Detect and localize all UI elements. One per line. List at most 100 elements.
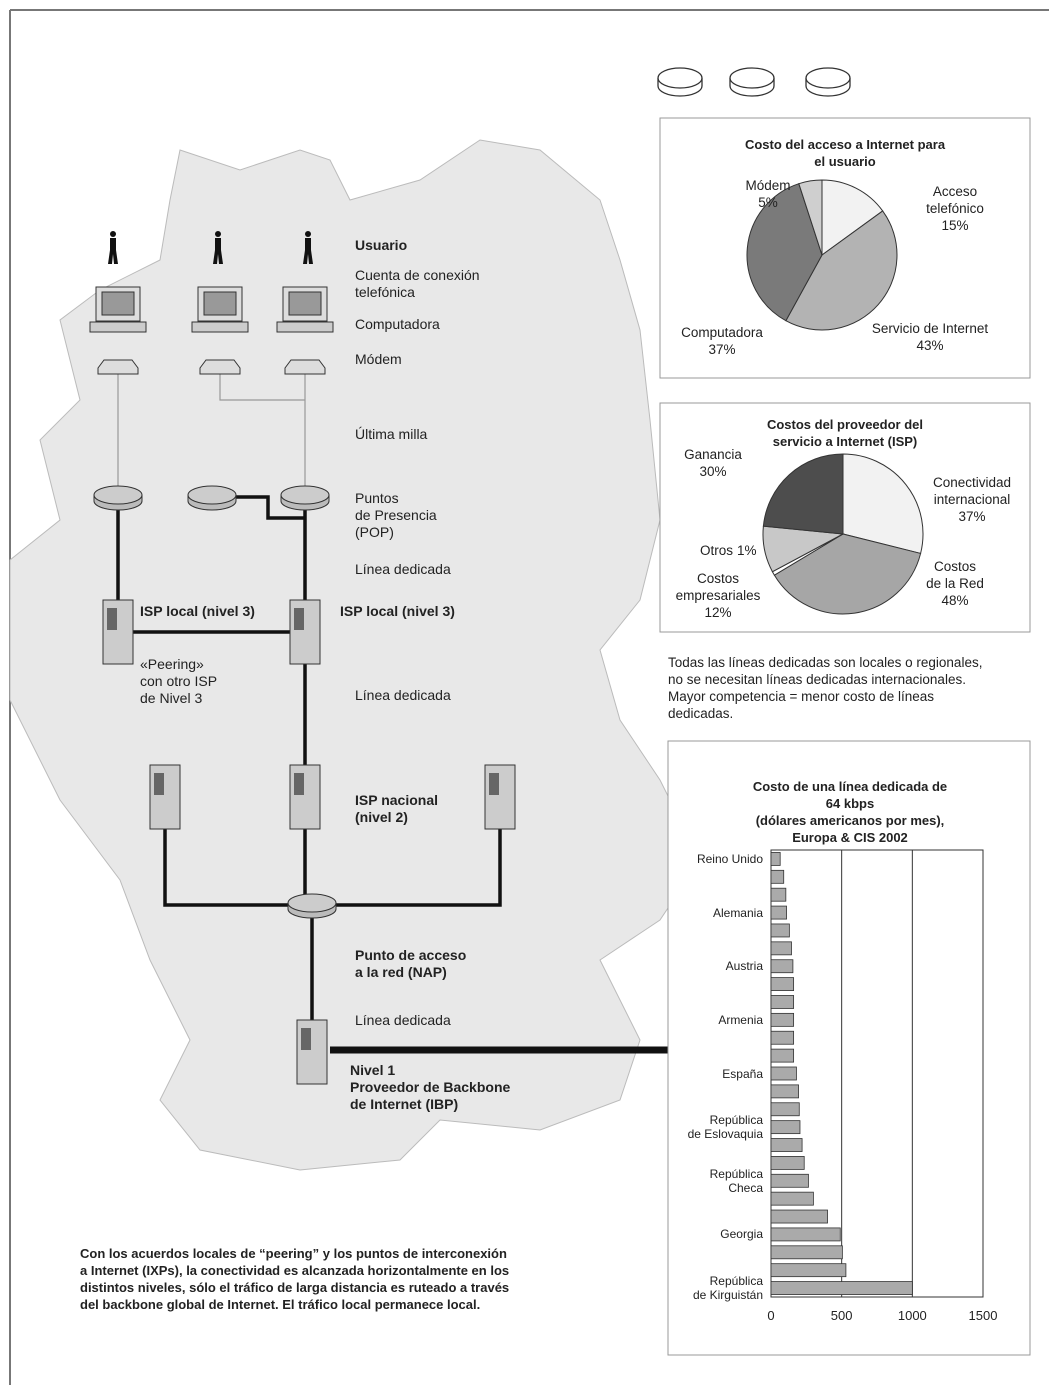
- last-mile: [117, 372, 306, 490]
- slice-label: Acceso telefónico: [926, 184, 984, 216]
- pie-slice: [821, 179, 884, 256]
- chart-title: Costos del proveedor del servicio a Inte…: [766, 417, 924, 449]
- bar: [770, 977, 795, 991]
- slice-label: Computadora: [681, 325, 763, 340]
- label: ISP local (nivel 3): [340, 603, 455, 619]
- label: Usuario: [355, 237, 408, 253]
- slice-value: 15%: [941, 218, 969, 233]
- y-tick-label: República Checa: [709, 1166, 763, 1195]
- person: [215, 231, 221, 237]
- y-tick-label: República de Kirguistán: [692, 1274, 763, 1303]
- pie-slice: [773, 533, 922, 615]
- computer: [89, 321, 147, 333]
- bar: [770, 869, 785, 884]
- router: [187, 485, 237, 505]
- slice-value: 1%: [737, 543, 757, 558]
- person: [108, 238, 118, 264]
- pie-slice: [785, 210, 898, 331]
- slice-value: 5%: [758, 195, 778, 210]
- label: Cuenta de conexión telefónica: [355, 267, 480, 300]
- map: [9, 139, 701, 1171]
- label: Última milla: [355, 426, 428, 442]
- bar: [770, 995, 795, 1009]
- label: Puntos de Presencia (POP): [355, 490, 437, 540]
- label: Computadora: [355, 316, 440, 332]
- bar: [770, 1012, 795, 1027]
- bar: [770, 1281, 913, 1295]
- pie-slice: [746, 183, 823, 322]
- computer: [276, 321, 334, 333]
- label: Nivel 1 Proveedor de Backbone de Interne…: [350, 1062, 511, 1112]
- label: ISP nacional (nivel 2): [355, 792, 438, 825]
- bar: [770, 1138, 803, 1152]
- bar: [770, 923, 790, 938]
- server: [149, 764, 181, 830]
- person: [213, 238, 223, 264]
- pie-slice: [842, 453, 924, 555]
- person: [303, 238, 313, 264]
- chart-title: Costo del acceso a Internet para el usua…: [744, 137, 946, 169]
- router: [280, 485, 330, 505]
- person: [305, 231, 311, 237]
- bar: [770, 1209, 828, 1224]
- label: Línea dedicada: [355, 687, 451, 703]
- label: Línea dedicada: [355, 1012, 451, 1028]
- slice-label: Costos de la Red: [926, 559, 984, 591]
- bar: [770, 1227, 841, 1242]
- server: [154, 773, 164, 795]
- bar: [770, 905, 787, 920]
- y-tick-label: Armenia: [718, 1012, 763, 1027]
- server: [489, 773, 499, 795]
- bar: [770, 1173, 809, 1188]
- computer: [288, 291, 322, 316]
- bar: [770, 887, 787, 902]
- disks: [657, 67, 851, 97]
- slice-label: Servicio de Internet: [871, 321, 989, 336]
- bar: [770, 1263, 847, 1278]
- slice-value: 30%: [699, 464, 727, 479]
- y-tick-label: Alemania: [712, 905, 763, 920]
- label: Línea dedicada: [355, 561, 451, 577]
- y-tick-label: España: [722, 1066, 763, 1081]
- bar: [770, 1120, 801, 1135]
- computer: [101, 291, 135, 316]
- server: [107, 608, 117, 630]
- x-tick-label: 1500: [968, 1308, 998, 1323]
- slice-label: Conectividad internacional: [932, 475, 1012, 507]
- router: [93, 485, 143, 505]
- bar: [770, 959, 794, 974]
- slice-value: 48%: [941, 593, 969, 608]
- modem: [97, 359, 139, 375]
- person: [110, 231, 116, 237]
- bar: [770, 1156, 805, 1170]
- y-tick-label: Georgia: [720, 1227, 763, 1242]
- computer: [191, 321, 249, 333]
- note: Todas las líneas dedicadas son locales o…: [668, 655, 983, 721]
- bar: [770, 941, 792, 956]
- slice-label: Módem: [745, 178, 791, 193]
- server: [294, 608, 304, 630]
- footer: Con los acuerdos locales de “peering” y …: [80, 1246, 510, 1312]
- y-tick-label: Reino Unido: [696, 851, 763, 866]
- slice-value: 43%: [916, 338, 944, 353]
- bar: [770, 1245, 843, 1260]
- slice-value: 37%: [708, 342, 736, 357]
- label: Punto de acceso a la red (NAP): [355, 947, 467, 980]
- x-tick-label: 1000: [897, 1308, 927, 1323]
- bar: [770, 1066, 797, 1081]
- pie-slice: [762, 453, 844, 535]
- x-tick-label: 0: [767, 1308, 775, 1323]
- bar: [770, 1102, 800, 1117]
- bar: [770, 1048, 795, 1063]
- label: Módem: [355, 351, 402, 367]
- slice-value: 12%: [704, 605, 732, 620]
- network-icons: [89, 231, 516, 1085]
- x-tick-label: 500: [830, 1308, 853, 1323]
- router: [287, 893, 337, 913]
- modem: [199, 359, 241, 375]
- bar: [770, 1084, 799, 1099]
- bar: [770, 1191, 814, 1206]
- computer: [203, 291, 237, 316]
- slice-label: Ganancia: [684, 447, 742, 462]
